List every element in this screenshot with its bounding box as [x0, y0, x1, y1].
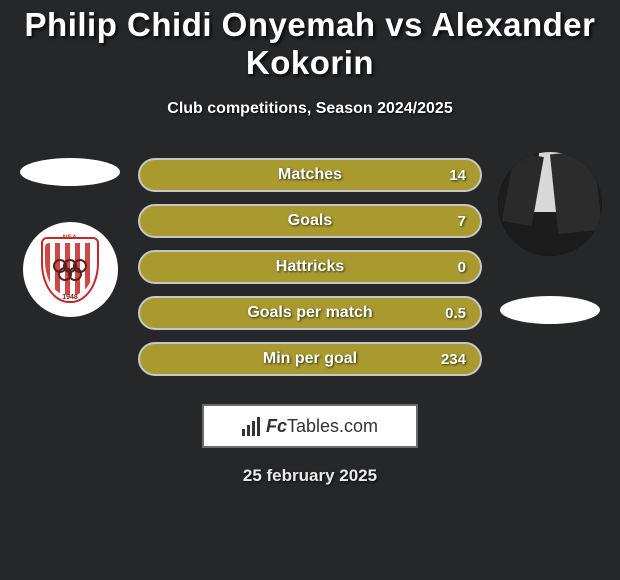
left-player-column: ΝΕΑ 1948: [10, 158, 130, 317]
right-club-logo-placeholder: [500, 296, 600, 324]
right-player-photo: [498, 152, 602, 256]
page-title: Philip Chidi Onyemah vs Alexander Kokori…: [0, 6, 620, 82]
stat-bars: Matches 14 Goals 7 Hattricks 0 Goals per…: [138, 158, 482, 388]
crest-year: 1948: [31, 294, 109, 301]
bar-chart-icon: [242, 416, 262, 436]
stat-label: Goals per match: [247, 304, 372, 322]
crest-top-text: ΝΕΑ: [41, 235, 99, 255]
subtitle: Club competitions, Season 2024/2025: [0, 100, 620, 118]
stat-right-value: 234: [436, 351, 466, 368]
brand-box[interactable]: FcTables.com: [202, 404, 418, 448]
stat-label: Min per goal: [263, 350, 357, 368]
right-player-column: [490, 158, 610, 324]
stat-right-value: 14: [436, 167, 466, 184]
stat-bar: Matches 14: [138, 158, 482, 192]
left-club-logo: ΝΕΑ 1948: [23, 222, 118, 317]
brand-rest: Tables.com: [287, 416, 378, 436]
stat-right-value: 0.5: [436, 305, 466, 322]
brand-logo: FcTables.com: [242, 416, 378, 437]
stat-right-value: 7: [436, 213, 466, 230]
stat-label: Matches: [278, 166, 342, 184]
root: Philip Chidi Onyemah vs Alexander Kokori…: [0, 0, 620, 486]
stat-label: Hattricks: [276, 258, 344, 276]
club-crest-icon: ΝΕΑ 1948: [31, 231, 109, 309]
stat-bar: Hattricks 0: [138, 250, 482, 284]
stat-bar: Goals 7: [138, 204, 482, 238]
stat-label: Goals: [288, 212, 332, 230]
stat-bar: Goals per match 0.5: [138, 296, 482, 330]
left-player-photo-placeholder: [20, 158, 120, 186]
date-text: 25 february 2025: [0, 466, 620, 486]
brand-fc: Fc: [266, 416, 287, 436]
stat-right-value: 0: [436, 259, 466, 276]
stat-bar: Min per goal 234: [138, 342, 482, 376]
comparison-row: ΝΕΑ 1948 Matches 14 Goals 7: [0, 158, 620, 388]
